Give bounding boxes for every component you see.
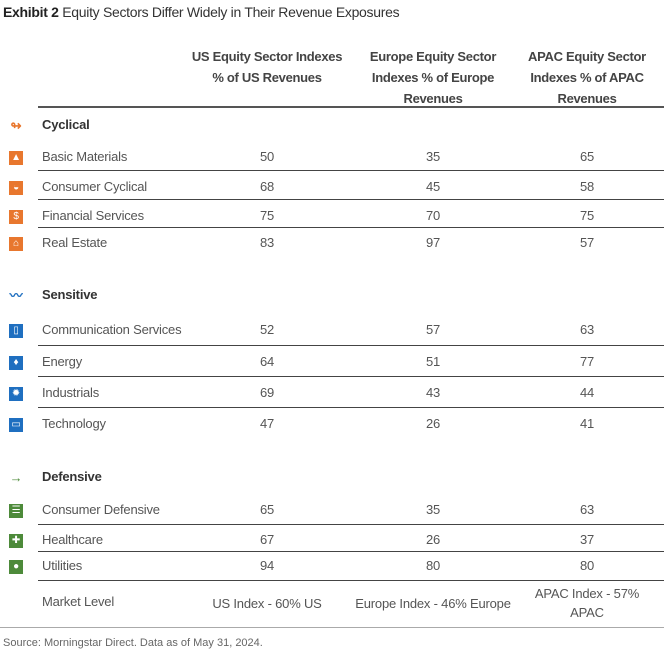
row-divider — [38, 345, 664, 346]
value-cell: 57 — [425, 322, 441, 337]
value-cell: 75 — [259, 208, 275, 223]
row-divider — [38, 376, 664, 377]
header-europe: Europe Equity Sector Indexes % of Europe… — [369, 49, 497, 106]
lightbulb-icon: ● — [9, 560, 23, 574]
computer-icon: ▭ — [9, 418, 23, 432]
market-europe: Europe Index - 46% Europe — [355, 596, 511, 611]
value-cell: 80 — [425, 558, 441, 573]
basic-materials-icon: ▲ — [9, 151, 23, 165]
sector-label: Consumer Defensive — [42, 502, 160, 517]
table-row: ♦ Energy 64 51 77 — [0, 354, 664, 374]
financial-services-icon: $ — [9, 210, 23, 224]
value-cell: 37 — [579, 532, 595, 547]
value-cell: 45 — [425, 179, 441, 194]
value-cell: 50 — [259, 149, 275, 164]
value-cell: 65 — [579, 149, 595, 164]
value-cell: 67 — [259, 532, 275, 547]
flame-icon: ♦ — [9, 356, 23, 370]
exhibit-number: Exhibit 2 — [3, 4, 59, 20]
sector-label: Healthcare — [42, 532, 103, 547]
phone-icon: ▯ — [9, 324, 23, 338]
table-row: ⌂ Real Estate 83 97 57 — [0, 235, 664, 255]
group-sensitive: 〰 Sensitive — [0, 287, 664, 307]
defensive-arrow-icon: → — [9, 470, 23, 485]
sector-label: Financial Services — [42, 208, 144, 223]
value-cell: 57 — [579, 235, 595, 250]
market-level-row: Market Level US Index - 60% US Europe In… — [0, 584, 664, 624]
value-cell: 94 — [259, 558, 275, 573]
market-us: US Index - 60% US — [212, 596, 322, 611]
row-divider — [38, 551, 664, 552]
sector-label: Utilities — [42, 558, 83, 573]
table-row: ● Utilities 94 80 80 — [0, 558, 664, 578]
row-divider — [38, 524, 664, 525]
header-us: US Equity Sector Indexes % of US Revenue… — [191, 49, 343, 85]
house-icon: ⌂ — [9, 237, 23, 251]
value-cell: 65 — [259, 502, 275, 517]
value-cell: 83 — [259, 235, 275, 250]
table-row: ▭ Technology 47 26 41 — [0, 416, 664, 436]
table-row: ☰ Consumer Defensive 65 35 63 — [0, 502, 664, 522]
sector-label: Consumer Cyclical — [42, 179, 147, 194]
value-cell: 75 — [579, 208, 595, 223]
value-cell: 52 — [259, 322, 275, 337]
table-row: ✚ Healthcare 67 26 37 — [0, 532, 664, 552]
value-cell: 44 — [579, 385, 595, 400]
value-cell: 51 — [425, 354, 441, 369]
value-cell: 68 — [259, 179, 275, 194]
car-icon: ◒ — [9, 181, 23, 195]
market-apac: APAC Index - 57% APAC — [534, 586, 640, 620]
cross-icon: ✚ — [9, 534, 23, 548]
header-apac: APAC Equity Sector Indexes % of APAC Rev… — [528, 49, 646, 106]
sector-label: Communication Services — [42, 322, 182, 337]
cyclical-icon: ↬ — [10, 118, 22, 133]
value-cell: 63 — [579, 502, 595, 517]
sector-label: Basic Materials — [42, 149, 128, 164]
value-cell: 77 — [579, 354, 595, 369]
value-cell: 70 — [425, 208, 441, 223]
sector-label: Technology — [42, 416, 106, 431]
sector-label: Real Estate — [42, 235, 108, 250]
value-cell: 35 — [425, 149, 441, 164]
table-row: ◒ Consumer Cyclical 68 45 58 — [0, 179, 664, 199]
group-defensive: → Defensive — [0, 469, 664, 489]
group-label: Sensitive — [42, 287, 98, 302]
row-divider — [38, 407, 664, 408]
gear-icon: ✹ — [9, 387, 23, 401]
sensitive-icon: 〰 — [9, 288, 23, 303]
row-divider — [38, 227, 664, 228]
value-cell: 26 — [425, 532, 441, 547]
source-note: Source: Morningstar Direct. Data as of M… — [3, 637, 263, 649]
value-cell: 26 — [425, 416, 441, 431]
row-divider — [38, 199, 664, 200]
value-cell: 58 — [579, 179, 595, 194]
row-divider — [38, 580, 664, 581]
value-cell: 69 — [259, 385, 275, 400]
table-row: $ Financial Services 75 70 75 — [0, 208, 664, 228]
group-label: Defensive — [42, 469, 102, 484]
value-cell: 97 — [425, 235, 441, 250]
market-level-label: Market Level — [42, 594, 115, 609]
exhibit-title-text: Equity Sectors Differ Widely in Their Re… — [62, 4, 400, 20]
group-label: Cyclical — [42, 117, 90, 132]
value-cell: 63 — [579, 322, 595, 337]
row-divider — [38, 170, 664, 171]
group-cyclical: ↬ Cyclical — [0, 117, 664, 137]
sector-label: Industrials — [42, 385, 100, 400]
table-row: ▲ Basic Materials 50 35 65 — [0, 149, 664, 169]
value-cell: 43 — [425, 385, 441, 400]
value-cell: 47 — [259, 416, 275, 431]
table-row: ✹ Industrials 69 43 44 — [0, 385, 664, 405]
source-divider — [0, 627, 664, 628]
value-cell: 80 — [579, 558, 595, 573]
value-cell: 64 — [259, 354, 275, 369]
exhibit-title: Exhibit 2 Equity Sectors Differ Widely i… — [3, 4, 400, 20]
sector-label: Energy — [42, 354, 82, 369]
header-divider — [38, 106, 664, 108]
cart-icon: ☰ — [9, 504, 23, 518]
table-row: ▯ Communication Services 52 57 63 — [0, 322, 664, 342]
value-cell: 35 — [425, 502, 441, 517]
value-cell: 41 — [579, 416, 595, 431]
